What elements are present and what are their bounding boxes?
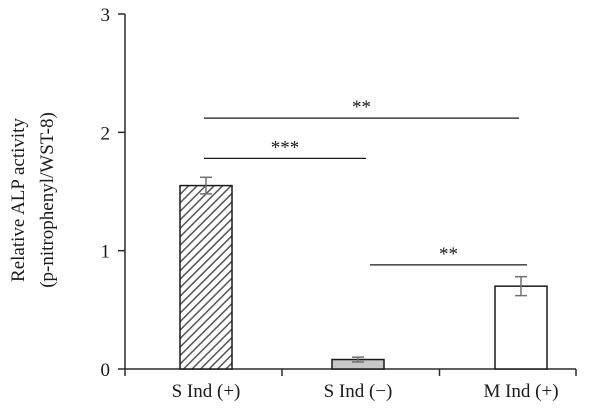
x-tick-label: S Ind (−): [324, 381, 393, 402]
significance-label: ***: [271, 137, 300, 158]
y-axis-title: Relative ALP activity (p-nitrophenyl/WST…: [8, 112, 58, 288]
bars: [179, 184, 548, 370]
significance-label: **: [352, 97, 371, 118]
y-tick-label: 0: [101, 360, 111, 381]
significance-brackets: *******: [204, 97, 527, 266]
y-tick-label: 1: [101, 242, 111, 263]
x-tick-label: S Ind (+): [172, 381, 241, 402]
y-tick-label: 2: [101, 123, 111, 144]
error-bars: [200, 176, 527, 363]
y-axis-title-line-1: Relative ALP activity: [8, 118, 29, 282]
bar: [494, 285, 548, 370]
y-axis-title-line-2: (p-nitrophenyl/WST-8): [37, 112, 58, 288]
x-tick-label: M Ind (+): [483, 381, 558, 402]
y-tick-label: 3: [101, 5, 111, 26]
significance-label: **: [439, 244, 458, 265]
bar: [179, 184, 233, 370]
